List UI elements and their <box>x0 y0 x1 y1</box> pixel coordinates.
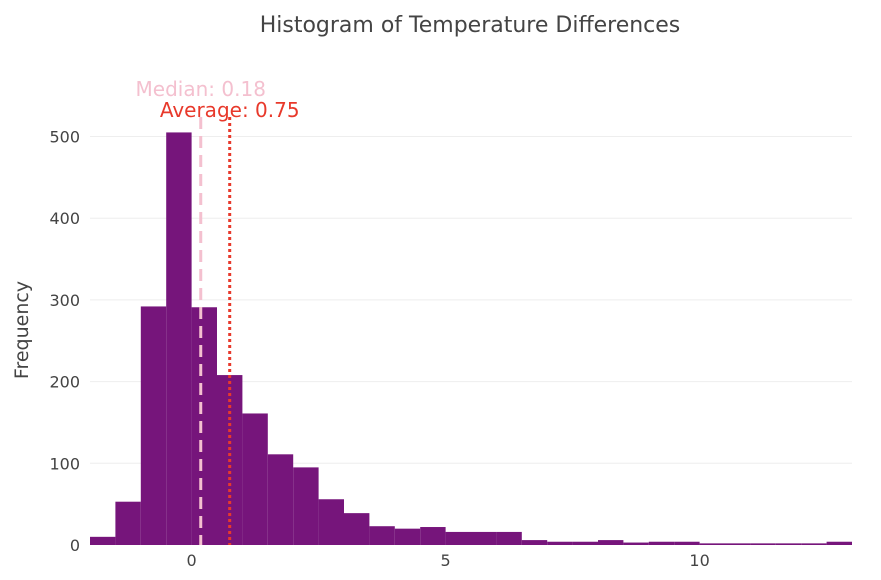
average-label: Average: 0.75 <box>160 98 300 122</box>
y-tick-label: 300 <box>49 291 80 310</box>
histogram-bar <box>547 541 573 545</box>
histogram-bar <box>750 543 776 545</box>
histogram-bar <box>572 541 598 545</box>
histogram-bar <box>242 413 268 545</box>
y-tick-label: 200 <box>49 373 80 392</box>
x-axis-ticks: 0 5 10 <box>187 551 710 570</box>
histogram-bar <box>775 543 802 545</box>
x-tick-label: 10 <box>689 551 709 570</box>
y-axis-label: Frequency <box>11 281 33 379</box>
histogram-bar <box>598 540 624 545</box>
histogram-bar <box>445 531 471 545</box>
median-label: Median: 0.18 <box>136 77 266 101</box>
x-tick-label: 5 <box>441 551 451 570</box>
histogram-bar <box>471 531 497 545</box>
histogram-bar <box>826 541 852 545</box>
chart-title: Histogram of Temperature Differences <box>260 13 681 38</box>
histogram-bar <box>369 526 395 545</box>
histogram-bar <box>801 543 827 545</box>
histogram-bars <box>90 132 852 545</box>
histogram-bar <box>420 527 446 545</box>
histogram-bar <box>115 501 141 545</box>
y-tick-label: 500 <box>49 128 80 147</box>
histogram-bar <box>725 543 751 545</box>
histogram-bar <box>344 513 370 545</box>
histogram-bar <box>318 499 344 545</box>
x-tick-label: 0 <box>187 551 197 570</box>
histogram-bar <box>623 542 649 545</box>
histogram-bar <box>166 132 192 545</box>
histogram-bar <box>674 541 700 545</box>
histogram-bar <box>267 454 294 545</box>
histogram-bar <box>521 540 548 545</box>
y-tick-label: 400 <box>49 209 80 228</box>
histogram-bar <box>648 541 675 545</box>
histogram-bar <box>293 467 319 545</box>
histogram-bar <box>140 306 167 545</box>
y-tick-label: 100 <box>49 454 80 473</box>
y-tick-label: 0 <box>70 536 80 555</box>
histogram-bar <box>394 528 421 545</box>
histogram-bar <box>699 543 725 545</box>
y-axis-ticks: 0 100 200 300 400 500 <box>49 128 80 555</box>
histogram-bar <box>191 307 217 545</box>
histogram-bar <box>90 536 116 545</box>
histogram-bar <box>496 531 522 545</box>
